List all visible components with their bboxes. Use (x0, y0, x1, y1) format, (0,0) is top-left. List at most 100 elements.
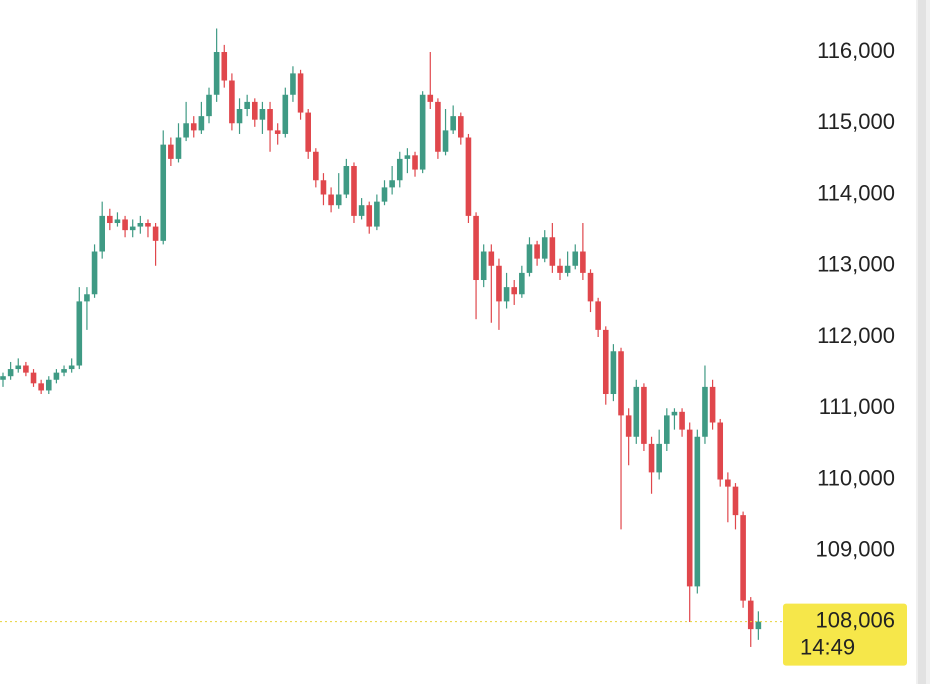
candle-body (526, 244, 533, 273)
candle-body (473, 215, 479, 281)
candle-body (122, 219, 128, 231)
candle-body (259, 109, 266, 120)
candle-body (328, 194, 334, 206)
candle-body (709, 386, 716, 423)
candle-body (114, 219, 121, 224)
candle-body (396, 158, 403, 181)
candle-body (99, 215, 105, 252)
y-tick-label: 110,000 (817, 465, 895, 490)
candle-body (76, 301, 83, 366)
candle-body (61, 369, 67, 373)
candle-body (30, 372, 37, 384)
candle-body (160, 144, 167, 241)
candle-body (511, 287, 518, 295)
candle-body (313, 151, 319, 181)
countdown-label: 14:49 (800, 634, 855, 659)
candle-body (671, 411, 678, 416)
candle-body (564, 265, 571, 273)
y-tick-label: 116,000 (817, 38, 895, 63)
candle-body (702, 386, 708, 437)
candle-body (641, 386, 647, 444)
candle-body (206, 94, 212, 117)
candle-body (541, 237, 548, 259)
candle-body (229, 80, 235, 124)
candle-body (282, 94, 289, 134)
candle-body (358, 205, 365, 216)
candle-body (297, 73, 304, 113)
candle-body (458, 116, 464, 138)
candle-body (381, 187, 388, 202)
candle-body (137, 223, 144, 227)
candle-body (412, 155, 418, 170)
candle-body (15, 365, 22, 370)
candle-body (91, 251, 98, 295)
candle-body (519, 272, 525, 295)
candle-body (427, 94, 434, 102)
candle-body (320, 180, 327, 195)
candle-body (145, 223, 151, 227)
candle-body (480, 251, 487, 281)
candle-body (610, 351, 617, 395)
candle-body (45, 379, 52, 391)
y-tick-label: 109,000 (815, 537, 895, 562)
candle-body (664, 415, 670, 444)
candle-body (725, 479, 731, 487)
candle-body (351, 166, 357, 216)
y-tick-label: 111,000 (819, 394, 895, 419)
candle-body (580, 251, 586, 273)
y-tick-label: 115,000 (817, 109, 895, 134)
candle-body (7, 369, 14, 377)
candle-body (602, 329, 609, 395)
candle-body (267, 109, 273, 131)
candle-body (625, 415, 632, 437)
candle-body (389, 180, 395, 188)
candle-body (0, 376, 6, 380)
candle-body (747, 600, 754, 630)
candle-body (496, 265, 502, 302)
candle-body (549, 237, 556, 266)
candle-body (190, 123, 197, 131)
candle-body (129, 226, 136, 231)
candle-body (251, 101, 258, 120)
candle-body (442, 130, 449, 152)
candle-body (198, 116, 205, 131)
candle-body (534, 244, 540, 259)
candle-body (419, 94, 426, 170)
candle-body (335, 194, 342, 206)
candle-body (618, 351, 624, 416)
last-price-label: 108,006 (815, 607, 895, 632)
candle-body (465, 137, 472, 216)
candle-body (23, 365, 29, 373)
candle-body (290, 73, 296, 95)
candle-body (38, 383, 44, 391)
candle-body (175, 137, 182, 159)
candle-body (679, 411, 685, 430)
candle-body (503, 287, 510, 302)
candle-body (450, 116, 456, 131)
candle-body (244, 101, 250, 110)
candle-body (152, 226, 159, 241)
candle-body (686, 429, 693, 587)
candle-body (572, 251, 579, 266)
candle-body (633, 386, 640, 437)
candle-body (435, 101, 441, 152)
candle-body (656, 443, 662, 473)
candle-body (755, 621, 762, 630)
candle-body (717, 422, 724, 480)
scrollbar-thumb (918, 0, 926, 684)
candle-body (84, 294, 90, 302)
candle-body (343, 166, 350, 195)
y-tick-label: 114,000 (817, 180, 895, 205)
y-tick-label: 113,000 (817, 252, 895, 277)
candle-body (236, 109, 243, 124)
candle-body (488, 251, 495, 266)
y-tick-label: 112,000 (817, 323, 895, 348)
candle-body (305, 112, 311, 152)
candle-body (68, 365, 75, 370)
candle-body (183, 123, 189, 138)
candle-body (213, 52, 220, 95)
candle-body (274, 130, 281, 134)
candle-body (587, 272, 594, 302)
